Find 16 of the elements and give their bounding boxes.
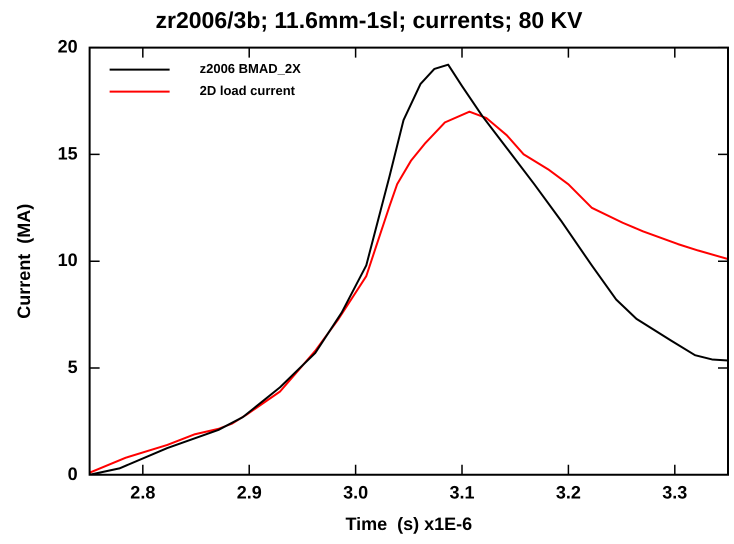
x-tick-label: 3.3 <box>662 482 688 503</box>
x-tick-label: 3.2 <box>556 482 581 503</box>
y-tick-label: 5 <box>68 356 78 377</box>
x-axis-title: Time (s) x1E-6 <box>345 514 472 534</box>
y-tick-label: 0 <box>68 464 78 484</box>
x-tick-label: 3.0 <box>343 482 368 503</box>
legend-label: z2006 BMAD_2X <box>200 61 302 76</box>
y-tick-label: 10 <box>58 250 78 270</box>
y-axis-title: Current (MA) <box>14 204 34 319</box>
legend-label: 2D load current <box>200 83 296 98</box>
x-tick-label: 2.8 <box>130 482 156 503</box>
y-tick-label: 15 <box>58 143 78 164</box>
x-tick-label: 3.1 <box>449 482 475 503</box>
y-tick-label: 20 <box>58 36 78 57</box>
x-tick-label: 2.9 <box>236 482 262 503</box>
chart-title: zr2006/3b; 11.6mm-1sl; currents; 80 KV <box>156 7 584 34</box>
